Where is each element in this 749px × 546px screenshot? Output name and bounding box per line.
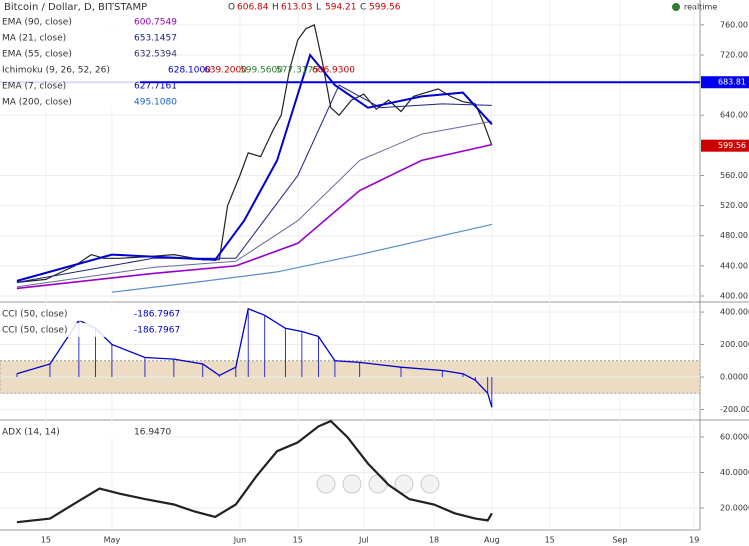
legend-box	[0, 47, 140, 61]
legend-value: 599.5600	[240, 66, 283, 76]
status: realtime	[684, 3, 717, 12]
legend-box	[0, 79, 140, 93]
legend-value: 653.1457	[134, 34, 177, 44]
series-line	[16, 419, 493, 524]
legend-value: 606.9300	[312, 66, 355, 76]
y-tick-label: 760.00	[720, 20, 748, 29]
series-line	[16, 307, 493, 408]
y-tick-label: 640.00	[720, 111, 748, 120]
button[interactable]	[316, 474, 336, 494]
x-tick-label: Sep	[612, 536, 627, 545]
y-tick-label: 520.00	[720, 201, 748, 210]
price-tag-label: 683.81	[718, 78, 746, 87]
ohlc-label: L	[316, 3, 321, 13]
legend-name: CCI (50, close)	[2, 326, 67, 336]
x-tick-label: May	[104, 536, 121, 545]
legend-box	[0, 15, 140, 29]
legend-value: 628.1000	[168, 66, 211, 76]
y-tick-label: 400.0000	[720, 308, 749, 317]
x-tick-label: Jun	[233, 536, 247, 545]
x-tick-label: 15	[293, 536, 303, 545]
y-tick-label: 400.00	[720, 291, 748, 300]
series-line	[111, 223, 493, 293]
series-line	[16, 143, 493, 290]
x-tick-label: 15	[41, 536, 51, 545]
legend-value: -186.7967	[134, 310, 180, 320]
legend-name: EMA (90, close)	[2, 18, 72, 28]
legend-value: 627.7161	[134, 82, 177, 92]
x-tick-label: 18	[429, 536, 439, 545]
legend-value: 632.5394	[134, 50, 177, 60]
legend-value: 600.7549	[134, 18, 177, 28]
price-tag	[701, 76, 749, 89]
ohlc-value: 594.21	[325, 3, 357, 13]
legend-name: ADX (14, 14)	[2, 428, 60, 438]
legend-name: CCI (50, close)	[2, 310, 67, 320]
legend-value: 639.2000	[204, 66, 247, 76]
y-tick-label: 60.0000	[720, 433, 749, 442]
legend-box	[0, 63, 140, 77]
price-tag-label: 599.56	[718, 141, 746, 150]
y-tick-label: 200.0000	[720, 340, 749, 349]
y-tick-label: 20.0000	[720, 504, 749, 513]
legend-value: -186.7967	[134, 326, 180, 336]
ohlc-value: 613.03	[281, 3, 313, 13]
x-tick-label: Jul	[358, 536, 369, 545]
ohlc-label: C	[360, 3, 366, 13]
legend-name: Ichimoku (9, 26, 52, 26)	[2, 66, 110, 76]
ohlc-value: 606.84	[237, 3, 269, 13]
legend-value: 495.1080	[134, 98, 177, 108]
legend-box	[0, 307, 140, 321]
legend-box	[0, 425, 140, 439]
ohlc-value: 599.56	[369, 3, 401, 13]
status-dot	[672, 3, 680, 11]
button[interactable]	[368, 474, 388, 494]
legend-value: 16.9470	[134, 428, 171, 438]
x-tick-label: Aug	[484, 536, 500, 545]
button[interactable]	[394, 474, 414, 494]
ohlc-label: O	[228, 3, 235, 13]
button[interactable]	[420, 474, 440, 494]
legend-value: 577.3175	[276, 66, 319, 76]
y-tick-label: 480.00	[720, 231, 748, 240]
price-tag	[701, 139, 749, 152]
y-tick-label: -200.0000	[720, 405, 749, 414]
legend-box	[0, 323, 140, 337]
legend-name: EMA (55, close)	[2, 50, 72, 60]
y-tick-label: 440.00	[720, 261, 748, 270]
legend-name: EMA (7, close)	[2, 82, 66, 92]
ohlc-label: H	[272, 3, 279, 13]
chart-title: Bitcoin / Dollar, D, BITSTAMP	[4, 2, 147, 13]
y-tick-label: 40.0000	[720, 468, 749, 477]
series-line	[16, 52, 493, 282]
button[interactable]	[342, 474, 362, 494]
legend-name: MA (21, close)	[2, 34, 66, 44]
legend-box	[0, 31, 140, 45]
y-tick-label: 0.0000	[720, 372, 748, 381]
legend-box	[0, 95, 140, 109]
legend-name: MA (200, close)	[2, 98, 72, 108]
x-tick-label: 19	[689, 536, 699, 545]
y-tick-label: 560.00	[720, 171, 748, 180]
series-line	[16, 120, 492, 288]
x-tick-label: 15	[545, 536, 555, 545]
y-tick-label: 720.00	[720, 50, 748, 59]
